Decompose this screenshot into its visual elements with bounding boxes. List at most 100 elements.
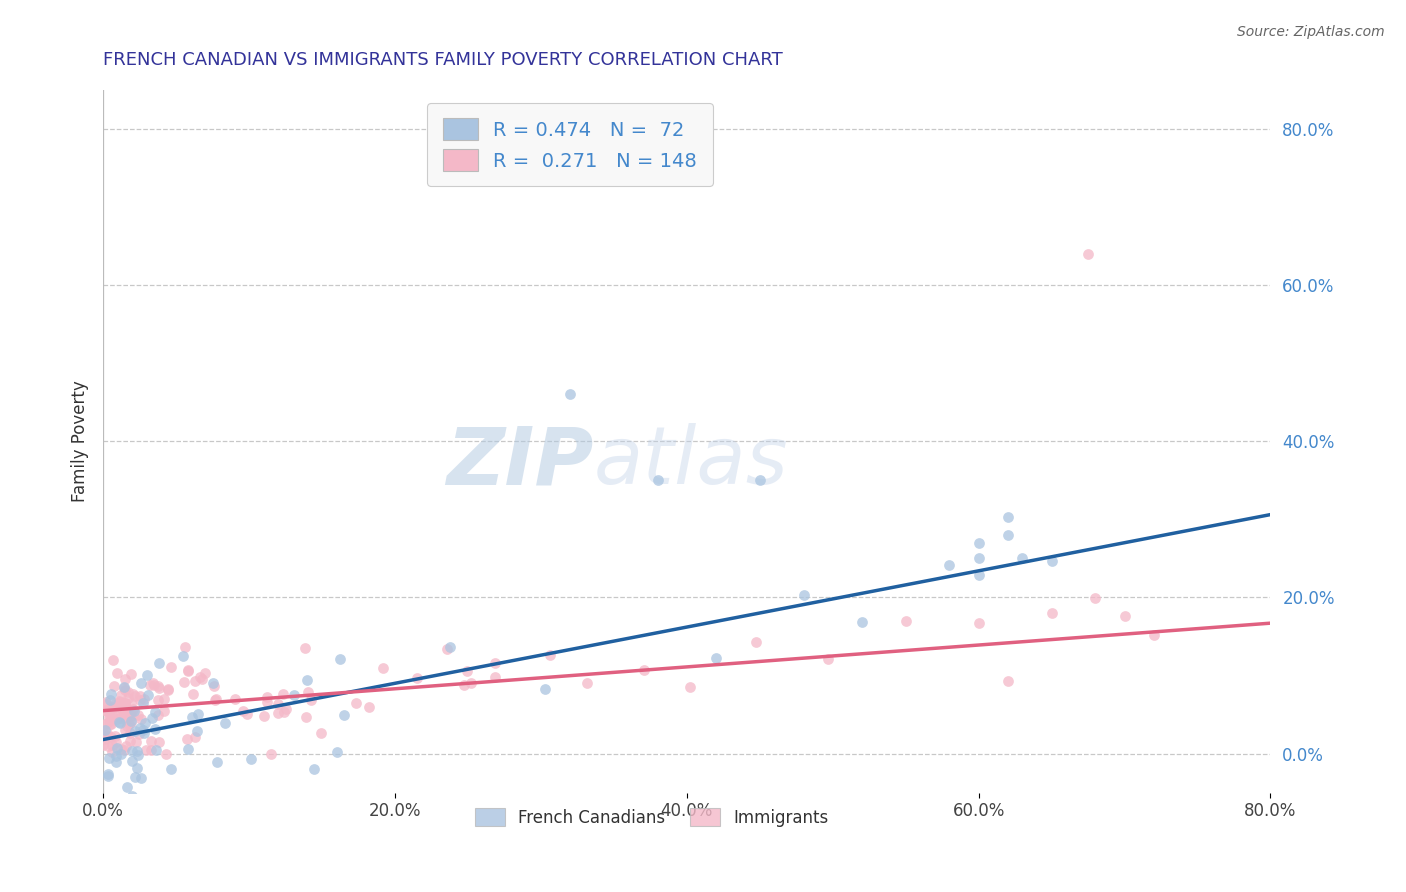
Point xyxy=(967,567,990,582)
Point xyxy=(157,682,180,697)
Point xyxy=(159,763,181,777)
Point xyxy=(108,696,131,710)
Point xyxy=(309,726,332,740)
Point xyxy=(177,742,200,756)
Point xyxy=(205,692,228,706)
Point xyxy=(817,652,839,666)
Point xyxy=(267,706,290,720)
Point xyxy=(120,705,142,719)
Point xyxy=(129,721,152,735)
Point xyxy=(136,688,159,702)
Point xyxy=(1040,554,1063,568)
Point xyxy=(160,660,183,674)
Point xyxy=(100,687,122,701)
Point xyxy=(453,678,475,692)
Point xyxy=(177,663,200,677)
Point xyxy=(176,732,198,747)
Point xyxy=(172,648,194,663)
Point xyxy=(103,679,125,693)
Point xyxy=(138,678,160,692)
Point xyxy=(295,710,318,724)
Point xyxy=(146,693,169,707)
Point xyxy=(357,699,380,714)
Point xyxy=(112,742,135,756)
Point xyxy=(105,665,128,680)
Point xyxy=(439,640,461,654)
Point xyxy=(214,715,236,730)
Point xyxy=(997,528,1019,542)
Point xyxy=(143,723,166,737)
Point xyxy=(101,700,124,714)
Point xyxy=(110,801,132,815)
Point xyxy=(114,706,136,720)
Point xyxy=(128,727,150,741)
Point xyxy=(104,707,127,722)
Point xyxy=(894,615,917,629)
Point xyxy=(484,670,506,684)
Point xyxy=(938,558,960,573)
Point xyxy=(145,743,167,757)
Point xyxy=(98,709,121,723)
Point xyxy=(301,693,323,707)
Point xyxy=(180,710,202,724)
Point xyxy=(129,771,152,785)
Point xyxy=(152,692,174,706)
Point xyxy=(96,715,118,730)
Point xyxy=(100,707,122,722)
Point xyxy=(91,729,114,743)
Point xyxy=(224,692,246,706)
Point xyxy=(146,679,169,693)
Point xyxy=(1084,591,1107,605)
Point xyxy=(148,681,170,696)
Y-axis label: Family Poverty: Family Poverty xyxy=(72,380,89,502)
Point xyxy=(91,739,114,753)
Point xyxy=(114,723,136,737)
Point xyxy=(96,704,118,718)
Point xyxy=(456,665,478,679)
Point xyxy=(115,702,138,716)
Point xyxy=(1011,551,1033,566)
Point xyxy=(294,640,316,655)
Point xyxy=(112,681,135,695)
Point xyxy=(205,756,228,770)
Point xyxy=(136,668,159,682)
Point xyxy=(114,672,136,686)
Point xyxy=(1077,246,1099,260)
Point xyxy=(129,689,152,703)
Point xyxy=(201,676,224,690)
Point xyxy=(108,711,131,725)
Point xyxy=(184,674,207,689)
Point xyxy=(115,713,138,727)
Point xyxy=(191,672,214,686)
Point xyxy=(235,706,257,721)
Point xyxy=(98,716,121,731)
Point xyxy=(96,695,118,709)
Point xyxy=(97,750,120,764)
Point xyxy=(114,710,136,724)
Point xyxy=(240,752,263,766)
Point xyxy=(633,663,655,677)
Point xyxy=(792,588,814,602)
Point xyxy=(105,696,128,710)
Point xyxy=(117,685,139,699)
Point xyxy=(101,745,124,759)
Point xyxy=(558,387,581,401)
Point xyxy=(120,715,142,730)
Point xyxy=(101,699,124,714)
Text: atlas: atlas xyxy=(593,424,789,501)
Point xyxy=(155,747,177,761)
Point xyxy=(121,789,143,803)
Point xyxy=(117,690,139,705)
Point xyxy=(274,702,297,716)
Point xyxy=(484,656,506,670)
Point xyxy=(98,693,121,707)
Point xyxy=(745,635,768,649)
Point xyxy=(122,702,145,716)
Point xyxy=(143,678,166,692)
Point xyxy=(120,666,142,681)
Point xyxy=(679,680,702,694)
Point xyxy=(134,716,156,731)
Point xyxy=(146,707,169,722)
Point xyxy=(128,693,150,707)
Point xyxy=(232,704,254,718)
